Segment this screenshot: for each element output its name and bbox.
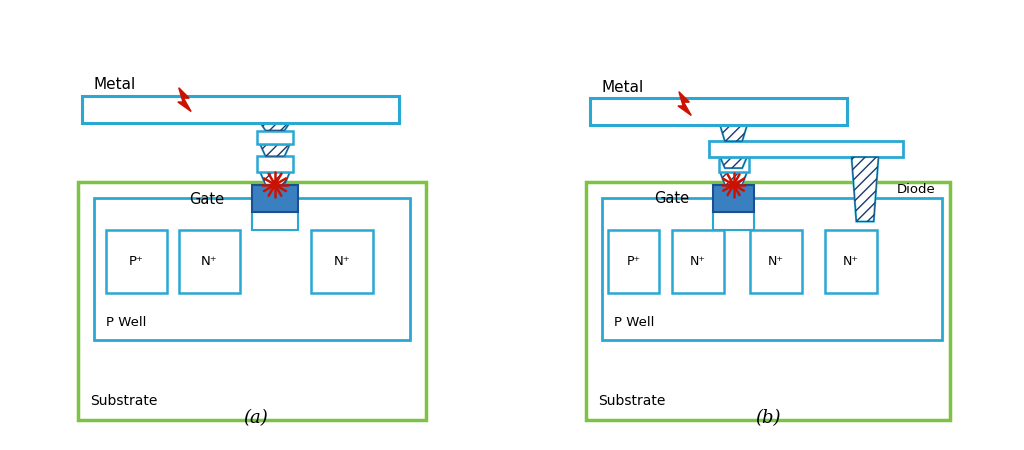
Text: Substrate: Substrate xyxy=(598,394,666,408)
Text: P⁺: P⁺ xyxy=(627,255,640,268)
Polygon shape xyxy=(260,172,290,185)
Bar xyxy=(709,141,902,157)
Bar xyxy=(751,230,802,293)
Text: Gate: Gate xyxy=(653,191,689,206)
Circle shape xyxy=(271,181,279,188)
Bar xyxy=(602,198,942,340)
Bar xyxy=(713,185,754,212)
Text: Substrate: Substrate xyxy=(90,394,157,408)
Bar xyxy=(672,230,724,293)
Bar xyxy=(257,130,293,144)
Text: N⁺: N⁺ xyxy=(843,255,859,268)
Bar xyxy=(252,212,298,230)
Text: P Well: P Well xyxy=(105,315,145,328)
Bar xyxy=(78,182,426,419)
Text: N⁺: N⁺ xyxy=(334,255,350,268)
Text: N⁺: N⁺ xyxy=(768,255,784,268)
Bar xyxy=(713,212,754,230)
Polygon shape xyxy=(678,92,691,116)
Bar xyxy=(179,230,241,293)
Bar xyxy=(607,230,659,293)
Polygon shape xyxy=(260,122,290,130)
Text: N⁺: N⁺ xyxy=(690,255,706,268)
Text: Diode: Diode xyxy=(897,184,936,196)
Polygon shape xyxy=(720,126,748,141)
Bar xyxy=(586,182,950,419)
Polygon shape xyxy=(720,172,748,185)
Text: Metal: Metal xyxy=(602,80,644,95)
Bar xyxy=(105,230,167,293)
Bar xyxy=(252,185,298,212)
Text: P⁺: P⁺ xyxy=(129,255,143,268)
Text: P Well: P Well xyxy=(613,315,654,328)
Bar xyxy=(590,99,847,126)
Circle shape xyxy=(730,181,737,188)
Bar xyxy=(311,230,373,293)
Text: (a): (a) xyxy=(244,410,268,427)
Polygon shape xyxy=(720,157,748,168)
Bar xyxy=(82,96,398,122)
Text: (b): (b) xyxy=(756,410,780,427)
Text: Metal: Metal xyxy=(93,77,136,92)
Bar xyxy=(93,198,411,340)
Bar xyxy=(825,230,877,293)
Polygon shape xyxy=(852,157,879,221)
Bar xyxy=(257,156,293,172)
Bar xyxy=(719,157,749,172)
Polygon shape xyxy=(178,88,191,112)
Text: Gate: Gate xyxy=(189,192,224,207)
Polygon shape xyxy=(260,144,290,156)
Text: N⁺: N⁺ xyxy=(201,255,217,268)
